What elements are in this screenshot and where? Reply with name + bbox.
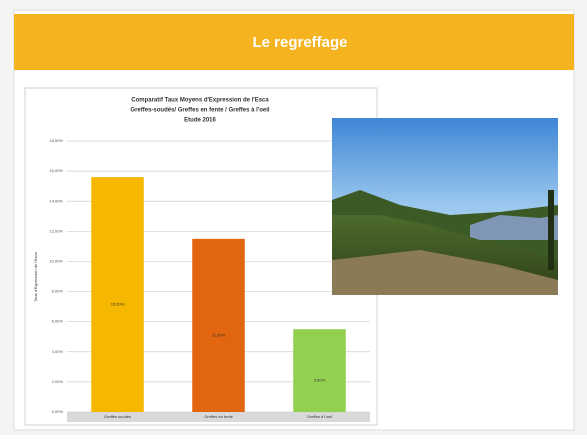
bar	[192, 238, 245, 412]
photo	[332, 118, 558, 295]
chart-subtitle: Etude 2016	[184, 118, 216, 124]
x-tick-label: Greffés soudés	[104, 414, 131, 419]
y-tick-label: 10,00%	[49, 259, 63, 264]
bar	[91, 177, 144, 412]
x-tick-label: Greffes à l'oeil	[307, 414, 332, 419]
bar	[293, 329, 346, 412]
y-tick-label: 6,00%	[52, 319, 64, 324]
y-tick-label: 0,00%	[52, 409, 64, 414]
y-tick-label: 2,00%	[52, 379, 64, 384]
y-tick-label: 12,00%	[49, 228, 63, 233]
chart-title: Comparatif Taux Moyens d'Expression de l…	[131, 98, 269, 104]
category-strip	[67, 412, 370, 422]
y-tick-label: 16,00%	[49, 168, 63, 173]
y-tick-label: 4,00%	[52, 349, 64, 354]
y-tick-label: 8,00%	[52, 289, 64, 294]
plot: 0,00% 2,00% 4,00% 6,00% 8,00% 10,00% 12,00% 14,…	[49, 138, 370, 422]
chart-subtitle: Greffes-soudés/ Greffes en fente / Greff…	[130, 108, 269, 114]
header-bar	[14, 14, 574, 70]
x-tick-label: Greffes en fente	[204, 414, 233, 419]
y-tick-label: 18,00%	[49, 138, 63, 143]
value-label: 5,50%	[314, 378, 326, 383]
value-label: 15,60%	[111, 302, 125, 307]
y-tick-label: 14,00%	[49, 198, 63, 203]
value-label: 11,50%	[212, 332, 226, 337]
slide-title: Le regreffage	[252, 34, 347, 51]
y-axis-label: Taux d'Expression de l'Esca	[33, 251, 38, 301]
